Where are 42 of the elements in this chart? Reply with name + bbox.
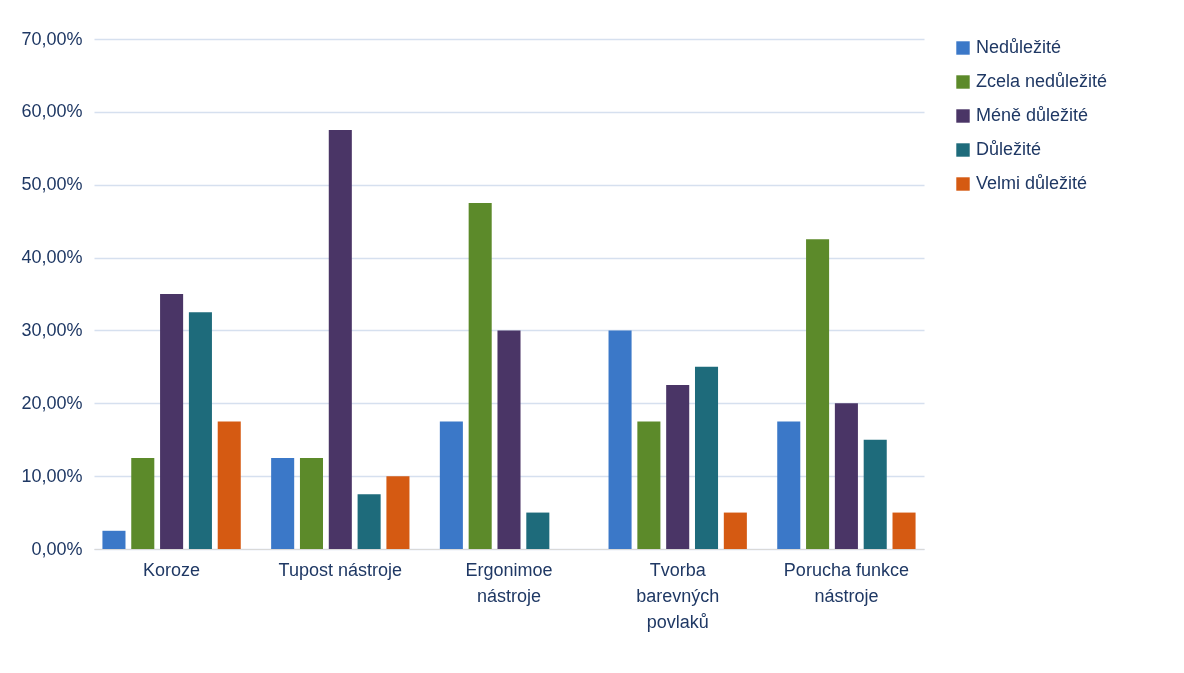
bar: [806, 239, 830, 549]
legend-label: Méně důležité: [976, 105, 1089, 125]
y-tick-label: 60,00%: [21, 101, 83, 122]
y-tick-label: 70,00%: [21, 28, 83, 49]
x-tick-label: Porucha funkce nástroje: [783, 559, 909, 606]
y-tick-label: 20,00%: [21, 392, 83, 413]
bar: [863, 439, 887, 549]
bar: [608, 330, 632, 549]
bar: [188, 312, 212, 549]
bar: [526, 512, 550, 549]
bar: [328, 130, 352, 549]
bar: [299, 457, 324, 549]
x-tick-label: Ergonimoe nástroje: [465, 559, 553, 606]
bar: [892, 512, 916, 549]
x-tick-label: Tupost nástroje: [278, 559, 402, 580]
bar: [497, 330, 521, 549]
bar: [131, 457, 155, 549]
x-tick-label: Tvorba barevných povlaků: [636, 559, 720, 632]
bar: [439, 421, 463, 549]
y-tick-label: 10,00%: [21, 465, 83, 486]
bar: [102, 530, 126, 549]
legend-label: Důležité: [976, 139, 1042, 159]
bar: [666, 385, 690, 549]
y-tick-label: 50,00%: [21, 174, 83, 195]
bar: [271, 457, 295, 549]
y-tick-label: 40,00%: [21, 247, 83, 268]
bar: [160, 294, 184, 549]
legend-label: Velmi důležité: [976, 173, 1088, 193]
bar: [357, 494, 381, 549]
bar: [777, 421, 801, 549]
bar: [694, 366, 719, 549]
bar: [834, 403, 858, 549]
bar: [217, 421, 241, 549]
y-tick-label: 0,00%: [31, 538, 83, 559]
legend-label: Zcela nedůležité: [976, 71, 1108, 91]
x-tick-label: Koroze: [143, 559, 201, 580]
bar: [723, 512, 747, 549]
bar: [468, 202, 492, 549]
bar: [637, 421, 661, 549]
y-tick-label: 30,00%: [21, 319, 83, 340]
bar: [386, 476, 410, 549]
legend-label: Nedůležité: [976, 37, 1062, 57]
